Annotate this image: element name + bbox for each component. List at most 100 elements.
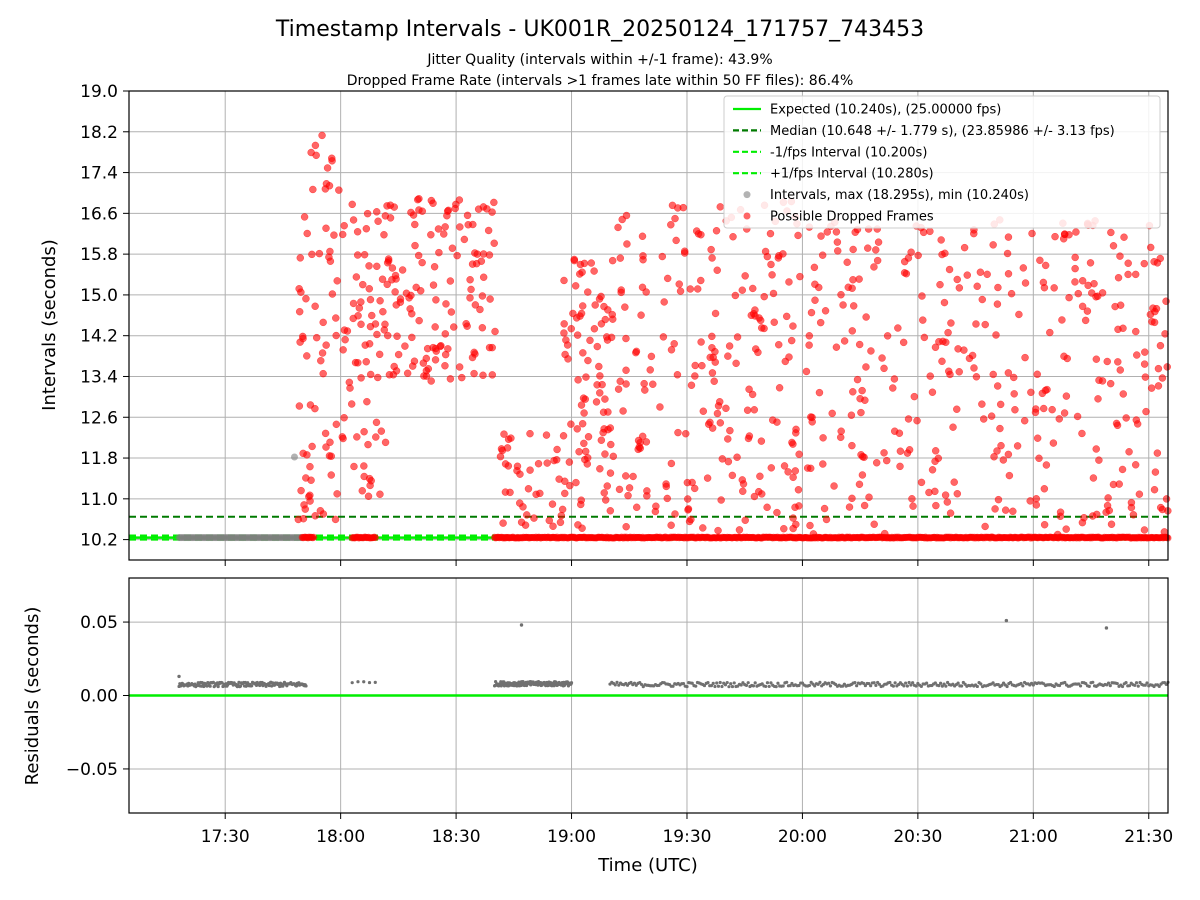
- dropped-frame-point: [724, 457, 733, 466]
- dropped-frame-point: [478, 323, 487, 332]
- residual-point: [362, 680, 366, 684]
- residual-point: [1087, 684, 1091, 688]
- dropped-frame-point: [1092, 293, 1100, 301]
- dropped-frame-point: [295, 307, 304, 316]
- dropped-frame-point: [595, 295, 604, 303]
- dropped-frame-point: [1118, 465, 1127, 474]
- dropped-frame-point: [371, 320, 380, 328]
- dropped-frame-point: [435, 248, 443, 257]
- dropped-frame-point: [308, 250, 316, 259]
- top-y-tick-label: 12.6: [80, 408, 118, 428]
- dropped-frame-point: [1081, 316, 1090, 325]
- dropped-frame-point: [353, 433, 361, 441]
- residual-point: [569, 681, 574, 685]
- residual-point: [356, 680, 360, 684]
- dropped-frame-point: [945, 265, 954, 274]
- dropped-frame-point: [444, 345, 452, 353]
- residual-point: [781, 684, 785, 688]
- residual-point: [1031, 683, 1035, 687]
- dropped-frame-point: [413, 195, 422, 204]
- dropped-frame-point: [394, 350, 403, 359]
- dropped-frame-point: [1051, 232, 1059, 241]
- dropped-frame-point: [993, 447, 1001, 455]
- dropped-frame-point: [414, 251, 423, 260]
- dropped-frame-point: [872, 246, 880, 254]
- dropped-frame-point: [1039, 404, 1048, 413]
- dropped-frame-point: [847, 411, 856, 419]
- dropped-frame-point: [572, 478, 580, 487]
- dropped-frame-point: [925, 488, 933, 497]
- residual-point: [937, 684, 941, 688]
- dropped-frame-point: [466, 294, 474, 302]
- dropped-frame-point: [584, 432, 593, 441]
- dropped-frame-point: [333, 490, 341, 498]
- dropped-frame-point: [523, 511, 531, 519]
- residual-point: [869, 684, 873, 688]
- dropped-frame-point: [732, 359, 740, 368]
- residual-point: [911, 681, 915, 685]
- dropped-frame-point: [697, 338, 705, 346]
- dropped-frame-point: [994, 283, 1002, 292]
- dropped-frame-point: [303, 229, 311, 238]
- dropped-frame-point: [380, 326, 389, 334]
- dropped-frame-point: [905, 446, 914, 454]
- dropped-frame-point: [756, 472, 764, 481]
- residual-point: [521, 680, 525, 684]
- dropped-frame-point: [303, 352, 311, 360]
- dropped-frame-point: [353, 251, 362, 259]
- dropped-frame-point: [308, 442, 316, 451]
- dropped-frame-point: [855, 275, 863, 283]
- dropped-frame-point: [338, 230, 347, 239]
- residual-point: [206, 681, 211, 685]
- dropped-frame-point: [870, 520, 878, 529]
- dropped-frame-point: [848, 494, 856, 503]
- dropped-frame-point: [745, 432, 754, 440]
- dropped-frame-point: [581, 455, 589, 464]
- dropped-frame-point: [340, 413, 348, 422]
- dropped-frame-point: [807, 308, 816, 317]
- dropped-frame-point: [500, 430, 508, 438]
- dropped-frame-point: [919, 316, 927, 324]
- legend-entry-label: Intervals, max (18.295s), min (10.240s): [770, 188, 1029, 203]
- dropped-frame-point: [741, 272, 749, 280]
- residual-point: [613, 683, 617, 687]
- dropped-frame-point: [707, 245, 715, 254]
- dropped-frame-point: [763, 503, 771, 512]
- dropped-frame-point: [895, 429, 904, 437]
- residual-point: [813, 684, 817, 688]
- residual-point: [1052, 684, 1056, 689]
- dropped-frame-point: [910, 392, 919, 401]
- dropped-frame-point: [781, 357, 790, 366]
- dropped-frame-point: [679, 203, 688, 212]
- dropped-frame-point: [819, 460, 827, 468]
- dropped-frame-point: [896, 462, 904, 471]
- dropped-frame-point: [676, 287, 685, 295]
- dropped-frame-point: [490, 239, 498, 248]
- dropped-frame-point: [312, 333, 321, 342]
- dropped-frame-point: [902, 269, 911, 278]
- top-y-tick-label: 11.0: [80, 490, 118, 510]
- residual-point: [827, 681, 831, 685]
- residual-point: [959, 684, 964, 688]
- dropped-frame-point: [564, 355, 572, 363]
- dropped-frame-point: [815, 283, 823, 292]
- dropped-frame-point: [830, 482, 838, 490]
- dropped-frame-point: [918, 292, 926, 300]
- dropped-frame-point: [738, 476, 747, 484]
- dropped-frame-point: [858, 471, 867, 479]
- residual-point: [818, 680, 822, 684]
- dropped-frame-point: [306, 462, 314, 471]
- dropped-frame-point: [451, 204, 459, 213]
- dropped-frame-point: [807, 413, 815, 421]
- dropped-frame-point: [622, 380, 630, 388]
- legend-entry-label: -1/fps Interval (10.200s): [770, 145, 927, 160]
- dropped-frame-point: [557, 511, 566, 520]
- dropped-frame-point: [1004, 369, 1013, 377]
- dropped-frame-point: [1125, 448, 1133, 456]
- dropped-frame-point: [579, 349, 587, 357]
- dropped-frame-point: [853, 375, 862, 384]
- residual-point: [709, 683, 714, 688]
- dropped-frame-point: [833, 238, 842, 246]
- residual-point: [767, 684, 771, 689]
- dropped-frame-point: [1132, 416, 1141, 424]
